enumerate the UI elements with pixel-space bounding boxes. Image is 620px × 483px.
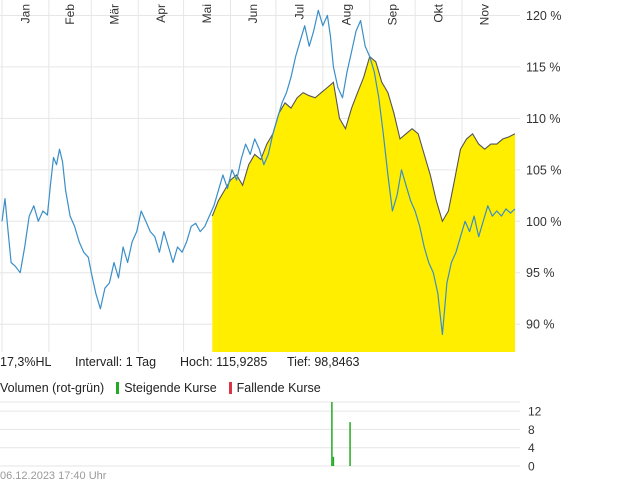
timestamp: 06.12.2023 17:40 Uhr	[0, 470, 107, 482]
volume-y-tick-label: 12	[528, 405, 542, 419]
falling-label: Fallende Kurse	[236, 381, 321, 395]
y-tick-label: 100 %	[526, 215, 561, 229]
falling-swatch	[228, 382, 232, 394]
month-label: Aug	[339, 4, 353, 25]
month-label: Apr	[154, 4, 168, 23]
rising-label: Steigende Kurse	[124, 381, 217, 395]
area-fill	[212, 56, 516, 352]
volume-y-tick-label: 8	[528, 423, 535, 437]
month-label: Okt	[432, 3, 446, 22]
y-tick-label: 115 %	[526, 60, 561, 74]
month-label: Jan	[18, 4, 32, 23]
y-tick-label: 110 %	[526, 112, 561, 126]
series-line-benchmark	[211, 55, 516, 223]
volume-y-tick-label: 0	[528, 460, 535, 474]
rising-swatch	[116, 382, 120, 394]
stat-high: Hoch: 115,9285	[180, 355, 268, 369]
y-tick-label: 95 %	[526, 266, 555, 280]
stat-low: Tief: 98,8463	[287, 355, 360, 369]
y-tick-label: 105 %	[526, 163, 561, 177]
y-tick-label: 120 %	[526, 9, 561, 23]
month-label: Jul	[292, 4, 306, 19]
volume-title: Volumen (rot-grün)	[0, 381, 105, 395]
month-label: Mär	[108, 4, 122, 25]
stat-interval: Intervall: 1 Tag	[75, 355, 157, 369]
month-label: Mai	[200, 4, 214, 23]
y-tick-label: 90 %	[526, 318, 555, 332]
month-label: Jun	[246, 4, 260, 23]
volume-legend: Volumen (rot-grün) Steigende Kurse Falle…	[0, 381, 321, 395]
month-label: Feb	[63, 4, 77, 25]
stat-range: 17,3%HL	[0, 355, 52, 369]
volume-y-tick-label: 4	[528, 441, 535, 455]
series-line-price	[1, 9, 516, 336]
month-label: Nov	[478, 4, 492, 25]
month-label: Sep	[385, 4, 399, 26]
